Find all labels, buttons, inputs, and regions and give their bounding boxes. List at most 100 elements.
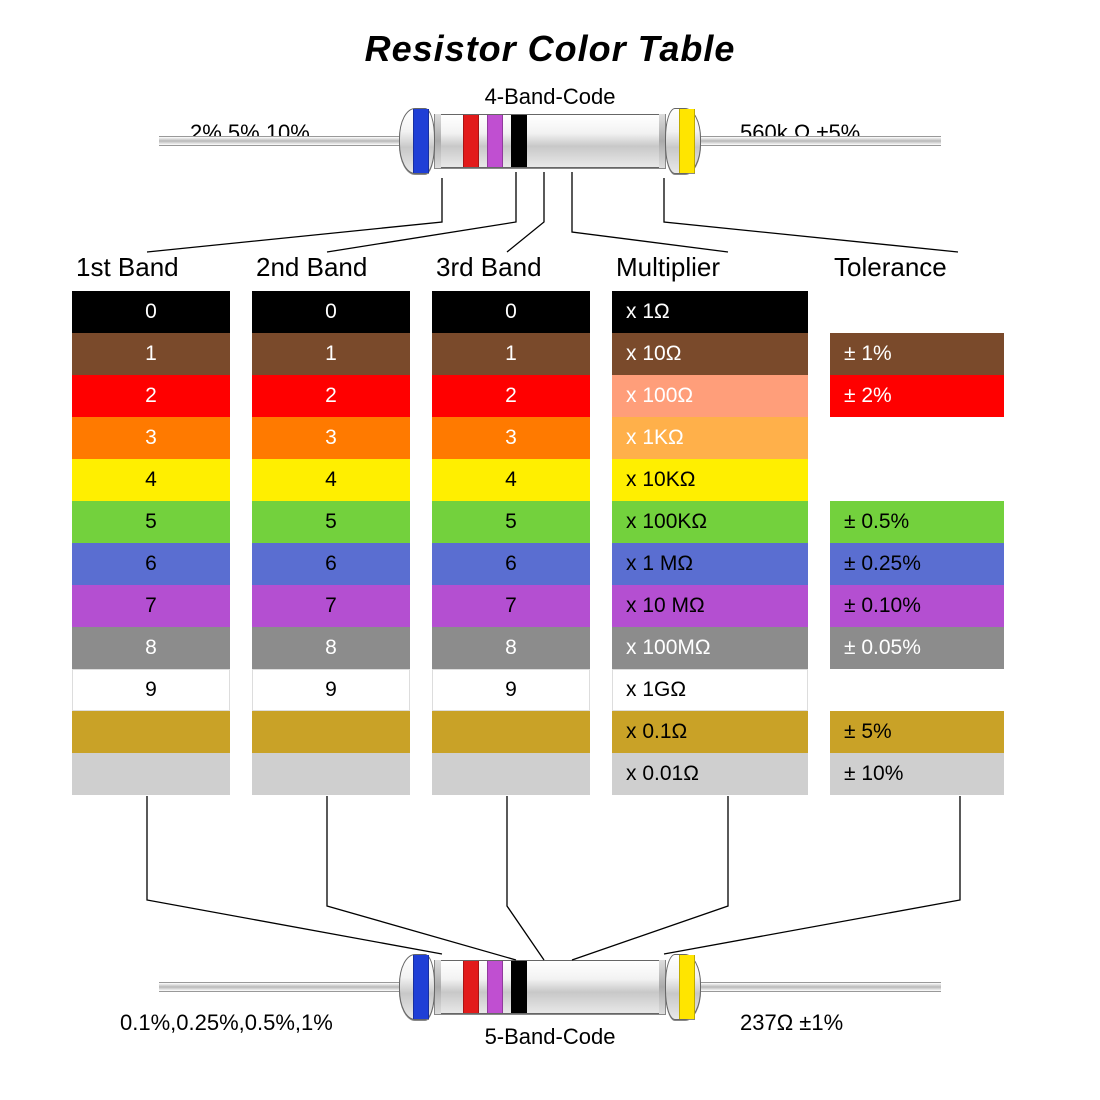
col-tolerance-header: Tolerance	[830, 252, 1004, 283]
color-cell: 8	[252, 627, 410, 669]
color-cell: x 1 MΩ	[612, 543, 808, 585]
col-band1: 1st Band 0123456789	[72, 252, 230, 795]
color-cell: 7	[72, 585, 230, 627]
color-cell	[252, 711, 410, 753]
col-multiplier-cells: x 1Ωx 10Ωx 100Ωx 1KΩx 10KΩx 100KΩx 1 MΩx…	[612, 291, 808, 795]
color-cell: x 1GΩ	[612, 669, 808, 711]
color-cell: x 0.1Ω	[612, 711, 808, 753]
color-cell: x 100Ω	[612, 375, 808, 417]
bottom-right-note: 237Ω ±1%	[740, 1010, 843, 1036]
color-cell: 8	[72, 627, 230, 669]
top-resistor	[0, 108, 1100, 174]
color-cell: ± 1%	[830, 333, 1004, 375]
color-cell: 6	[252, 543, 410, 585]
color-cell: ± 0.10%	[830, 585, 1004, 627]
color-cell: ± 10%	[830, 753, 1004, 795]
color-cell: 9	[252, 669, 410, 711]
color-cell	[72, 711, 230, 753]
color-cell: ± 0.25%	[830, 543, 1004, 585]
color-cell: 1	[252, 333, 410, 375]
color-cell: 7	[432, 585, 590, 627]
color-cell: 5	[432, 501, 590, 543]
col-band3: 3rd Band 0123456789	[432, 252, 590, 795]
color-cell	[830, 291, 1004, 333]
color-cell: 7	[252, 585, 410, 627]
color-cell: x 1Ω	[612, 291, 808, 333]
lead-right	[701, 136, 941, 146]
col-band1-cells: 0123456789	[72, 291, 230, 795]
col-multiplier-header: Multiplier	[612, 252, 808, 283]
color-cell: x 10 MΩ	[612, 585, 808, 627]
color-cell: 9	[72, 669, 230, 711]
color-cell	[252, 753, 410, 795]
bottom-resistor-label: 5-Band-Code	[0, 1024, 1100, 1050]
col-band3-header: 3rd Band	[432, 252, 590, 283]
col-multiplier: Multiplier x 1Ωx 10Ωx 100Ωx 1KΩx 10KΩx 1…	[612, 252, 808, 795]
color-cell: 4	[252, 459, 410, 501]
band-1	[463, 961, 479, 1013]
color-cell: x 1KΩ	[612, 417, 808, 459]
band-1	[463, 115, 479, 167]
color-cell: 0	[432, 291, 590, 333]
col-tolerance: Tolerance ± 1%± 2%± 0.5%± 0.25%± 0.10%± …	[830, 252, 1004, 795]
band-2	[487, 961, 503, 1013]
barrel	[441, 114, 659, 168]
cap-right	[665, 954, 701, 1020]
color-cell	[432, 753, 590, 795]
color-cell: 5	[252, 501, 410, 543]
color-cell: 4	[72, 459, 230, 501]
color-cell: ± 5%	[830, 711, 1004, 753]
band-cap-left	[413, 109, 429, 173]
band-3	[511, 961, 527, 1013]
color-cell: 6	[72, 543, 230, 585]
color-cell	[830, 669, 1004, 711]
color-cell: ± 2%	[830, 375, 1004, 417]
color-cell: 2	[432, 375, 590, 417]
color-cell: 3	[72, 417, 230, 459]
col-band2-cells: 0123456789	[252, 291, 410, 795]
band-2	[487, 115, 503, 167]
band-3	[511, 115, 527, 167]
color-cell	[72, 753, 230, 795]
color-cell: 0	[72, 291, 230, 333]
lead-left	[159, 982, 399, 992]
page-title: Resistor Color Table	[0, 28, 1100, 70]
color-cell	[432, 711, 590, 753]
color-cell: 3	[432, 417, 590, 459]
color-cell: 2	[72, 375, 230, 417]
columns-area: 1st Band 0123456789 2nd Band 0123456789 …	[72, 252, 1060, 795]
col-band2: 2nd Band 0123456789	[252, 252, 410, 795]
col-band2-header: 2nd Band	[252, 252, 410, 283]
color-cell: ± 0.05%	[830, 627, 1004, 669]
color-cell: 8	[432, 627, 590, 669]
color-cell: 0	[252, 291, 410, 333]
color-cell	[830, 459, 1004, 501]
band-cap-left	[413, 955, 429, 1019]
color-cell: 1	[72, 333, 230, 375]
cap-left	[399, 954, 435, 1020]
color-cell: x 100KΩ	[612, 501, 808, 543]
color-cell: 2	[252, 375, 410, 417]
color-cell: x 10KΩ	[612, 459, 808, 501]
color-cell: x 100MΩ	[612, 627, 808, 669]
color-cell: 6	[432, 543, 590, 585]
lead-right	[701, 982, 941, 992]
col-band3-cells: 0123456789	[432, 291, 590, 795]
color-cell: 9	[432, 669, 590, 711]
color-cell: x 0.01Ω	[612, 753, 808, 795]
col-tolerance-cells: ± 1%± 2% ± 0.5%± 0.25%± 0.10%± 0.05% ± 5%±…	[830, 291, 1004, 795]
band-cap-right	[679, 109, 695, 173]
color-cell: ± 0.5%	[830, 501, 1004, 543]
color-cell	[830, 417, 1004, 459]
top-resistor-label: 4-Band-Code	[0, 84, 1100, 110]
cap-right	[665, 108, 701, 174]
color-cell: 4	[432, 459, 590, 501]
color-cell: 5	[72, 501, 230, 543]
lead-left	[159, 136, 399, 146]
color-cell: x 10Ω	[612, 333, 808, 375]
cap-left	[399, 108, 435, 174]
color-cell: 3	[252, 417, 410, 459]
col-band1-header: 1st Band	[72, 252, 230, 283]
band-cap-right	[679, 955, 695, 1019]
resistor-body-top	[399, 108, 701, 174]
